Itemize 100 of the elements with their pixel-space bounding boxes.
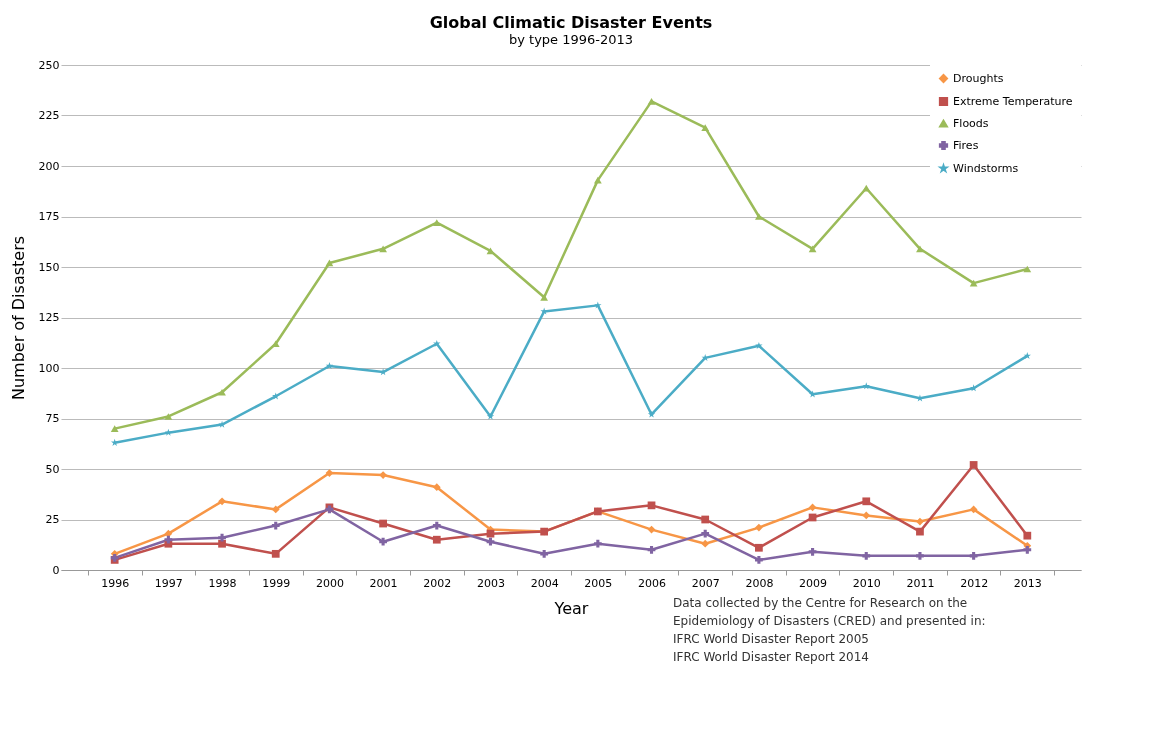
y-tick-label: 225 [38,109,60,122]
point [755,213,763,220]
chart-title: Global Climatic Disaster Events [429,13,713,32]
point [647,98,656,105]
x-tick-label: 2000 [315,576,344,590]
y-axis-title: Number of Disasters [8,235,28,401]
point [218,420,226,428]
point [379,245,387,253]
text: Epidemiology of Disasters (CRED) and presented in: [673,614,986,628]
point [593,539,602,548]
point [647,410,656,418]
point [701,539,710,548]
point [540,549,549,558]
point [218,497,226,506]
point [755,543,763,552]
x-tick-label: 1999 [262,576,291,590]
y-tick-label: 200 [38,159,60,173]
legend-label: Droughts [953,71,1004,85]
point [916,527,924,536]
point [755,523,763,532]
point [272,392,280,400]
point [808,503,817,512]
point [969,551,978,560]
point [701,124,710,131]
point [808,547,817,556]
x-tick-label: 2008 [745,576,774,590]
point [916,394,924,402]
y-tick-label: 50 [45,462,60,476]
text: IFRC World Disaster Report 2014 [673,650,869,664]
y-tick-label: 0 [52,563,60,577]
x-tick-label: 2011 [906,576,935,590]
point [862,497,871,506]
point [916,517,924,526]
point [486,537,495,546]
x-tick-label: 2006 [638,576,667,590]
legend-label: Windstorms [953,161,1019,175]
x-axis-title: Year [553,598,589,618]
x-tick-label: 2005 [584,576,613,590]
point [969,279,978,287]
x-tick-label: 1996 [101,576,130,590]
point [218,388,226,396]
x-tick-label: 1998 [208,576,237,590]
point [862,184,871,192]
x-tick-label: 2004 [530,576,559,590]
text: IFRC World Disaster Report 2005 [673,632,869,646]
legend-label: Floods [953,116,989,130]
point [916,245,924,253]
point [647,501,656,510]
point [862,511,871,520]
point [432,219,441,226]
x-tick-label: 2013 [1013,576,1042,590]
point [218,539,226,548]
point [969,461,978,469]
point [540,293,549,301]
point [110,425,119,432]
point [379,471,387,479]
point [164,413,173,420]
legend-label: Fires [953,138,979,152]
point [486,412,495,420]
point [701,529,710,538]
point [432,483,441,492]
point [969,505,978,514]
point [701,354,709,362]
point [379,519,387,528]
x-tick-label: 2003 [476,576,505,590]
y-tick-label: 100 [38,361,60,375]
x-tick-label: 2010 [852,576,881,590]
legend-label: Extreme Temperature [953,94,1073,108]
point [594,301,602,309]
x-tick-label: 1997 [154,576,183,590]
point [862,551,871,560]
x-tick-label: 2002 [423,576,452,590]
x-tick-label: 2009 [799,576,828,590]
text: Data collected by the Centre for Research on the [673,596,968,610]
y-tick-label: 125 [38,311,60,324]
y-tick-label: 75 [45,412,60,425]
y-tick-label: 150 [38,260,60,274]
y-tick-label: 250 [38,58,60,72]
point [916,551,924,560]
point [218,533,226,542]
x-tick-label: 2012 [960,576,989,590]
point [808,245,817,253]
point [540,307,548,315]
chart-subtitle: by type 1996-2013 [508,32,634,47]
point [1023,545,1032,554]
point [271,505,280,514]
point [432,521,441,530]
point [486,529,495,538]
point [755,556,763,564]
point [379,537,387,546]
y-tick-label: 25 [45,513,60,526]
point [271,549,280,558]
point [862,382,870,390]
point [701,515,710,524]
point [432,535,441,544]
point [271,521,280,530]
point [164,535,173,544]
point [647,545,656,554]
x-tick-label: 2007 [691,576,720,590]
x-tick-label: 2001 [369,576,398,590]
